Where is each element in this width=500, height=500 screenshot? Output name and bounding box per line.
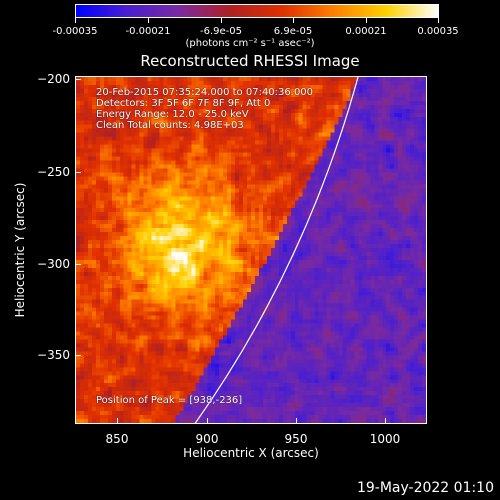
plot-title: Reconstructed RHESSI Image <box>140 52 360 70</box>
x-tick-label: 850 <box>105 432 129 446</box>
annotation-detectors: Detectors: 3F 5F 6F 7F 8F 9F, Att 0 <box>96 98 271 109</box>
colorbar <box>75 4 439 18</box>
colorbar-tick-label: -0.00035 <box>52 26 98 37</box>
y-tick-label: −350 <box>37 348 70 362</box>
y-tick-label: −250 <box>37 165 70 179</box>
annotation-energy: Energy Range: 12.0 - 25.0 keV <box>96 109 249 120</box>
annotation-peak: Position of Peak = [938,-236] <box>96 395 243 406</box>
colorbar-tick-label: 6.9e-05 <box>273 26 313 37</box>
image-plot: 20-Feb-2015 07:35:24.000 to 07:40:36.000… <box>75 76 427 424</box>
x-tick-label: 950 <box>284 432 308 446</box>
colorbar-units: (photons cm⁻² s⁻¹ asec⁻²) <box>185 38 315 49</box>
footer-date: 19-May-2022 01:10 <box>356 480 494 496</box>
y-tick-label: −300 <box>37 257 70 271</box>
annotation-method: Clean Total counts: 4.98E+03 <box>96 120 244 131</box>
y-tick-label: −200 <box>37 72 70 86</box>
solar-limb-line <box>194 77 359 423</box>
colorbar-tick-label: 0.00035 <box>417 26 459 37</box>
x-tick-label: 900 <box>195 432 219 446</box>
x-axis-label: Heliocentric X (arcsec) <box>183 446 319 460</box>
annotation-time-range: 20-Feb-2015 07:35:24.000 to 07:40:36.000 <box>96 87 314 98</box>
colorbar-tick-label: -6.9e-05 <box>200 26 242 37</box>
colorbar-tick-label: -0.00021 <box>125 26 171 37</box>
x-tick-label: 1000 <box>369 432 401 446</box>
y-axis-label: Heliocentric Y (arcsec) <box>13 182 27 318</box>
colorbar-tick-label: 0.00021 <box>345 26 387 37</box>
rhessi-image <box>76 77 426 423</box>
